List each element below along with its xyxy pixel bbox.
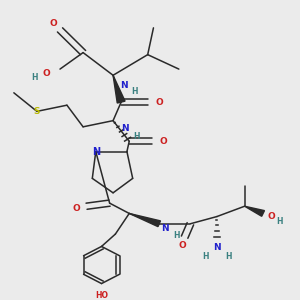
Text: O: O: [178, 241, 186, 250]
Polygon shape: [113, 75, 125, 103]
Text: O: O: [49, 19, 57, 28]
Polygon shape: [129, 213, 161, 226]
Text: N: N: [92, 147, 100, 157]
Text: H: H: [32, 73, 38, 82]
Text: N: N: [213, 243, 221, 252]
Text: H: H: [133, 132, 140, 141]
Text: N: N: [120, 81, 127, 90]
Text: H: H: [225, 252, 232, 261]
Text: N: N: [161, 224, 169, 233]
Text: O: O: [160, 137, 168, 146]
Polygon shape: [244, 206, 265, 216]
Text: N: N: [121, 124, 128, 134]
Text: O: O: [267, 212, 275, 221]
Text: H: H: [202, 252, 208, 261]
Text: O: O: [42, 69, 50, 78]
Text: H: H: [276, 217, 283, 226]
Text: HO: HO: [95, 291, 108, 300]
Text: H: H: [173, 231, 180, 240]
Text: O: O: [155, 98, 163, 106]
Text: H: H: [132, 87, 138, 96]
Text: S: S: [34, 107, 40, 116]
Text: O: O: [72, 204, 80, 213]
